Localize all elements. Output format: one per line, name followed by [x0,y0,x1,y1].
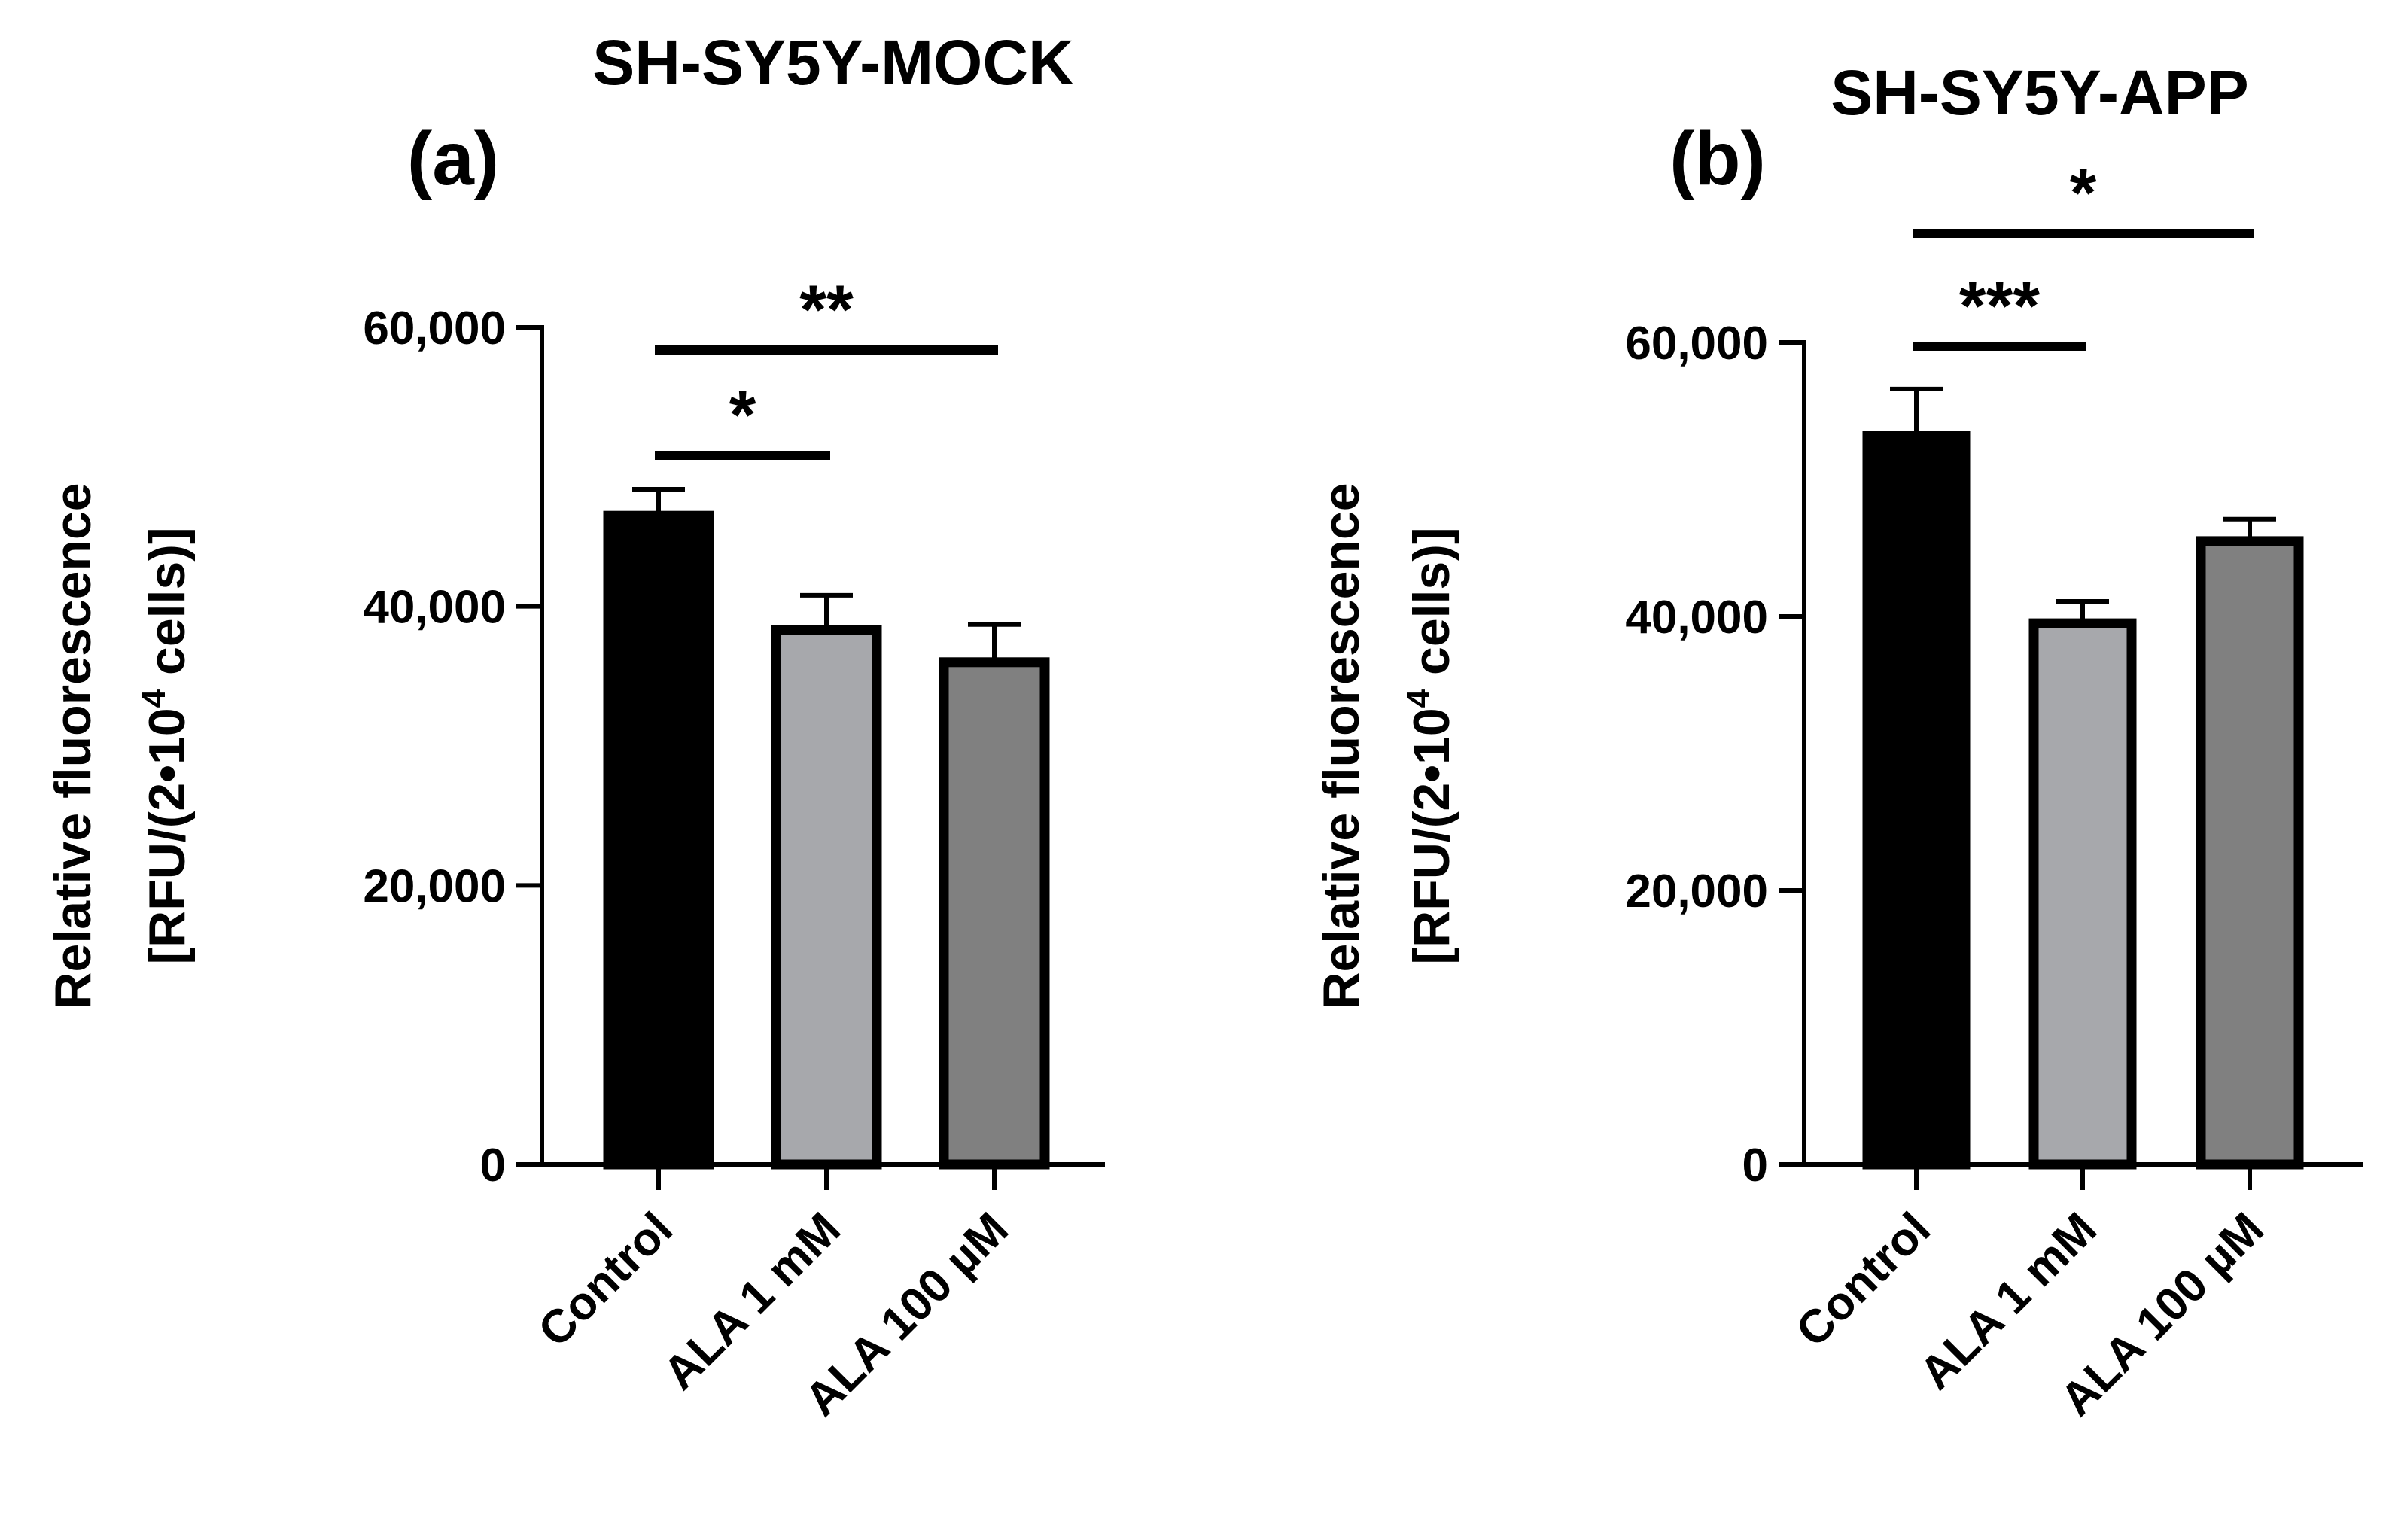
panel-a-category-label: Control [528,1203,683,1357]
panel-b-chart: SH-SY5Y-APP (b) Relative fluorescence [RFU/… [1313,57,2363,1426]
panel-a-title: SH-SY5Y-MOCK [592,27,1073,98]
panel-a-ylabel-prefix: [RFU/(2•10 [138,708,196,964]
panel-b-y-tick-label: 40,000 [1625,592,1768,644]
panel-b-bar [1862,431,1971,1170]
panel-b-y-tick-label: 20,000 [1625,866,1768,918]
panel-a-panel-letter: (a) [407,117,499,201]
panel-b-bar [2028,618,2137,1170]
panel-b-y-tick-label: 60,000 [1625,318,1768,370]
panel-b-category-label: Control [1786,1203,1940,1357]
panel-a-y-tick-label: 20,000 [363,860,506,912]
panel-a-ylabel-line2: [RFU/(2•104 cells)] [135,527,196,964]
panel-a-bar [603,510,714,1170]
panel-b-ylabel-line2: [RFU/(2•104 cells)] [1400,527,1460,964]
panel-a-y-tick-label: 0 [480,1140,506,1192]
panel-b-significance-label: *** [1959,268,2041,345]
panel-b-y-tick-label: 0 [1742,1140,1768,1192]
panel-a-ylabel-line1: Relative fluorescence [44,482,102,1009]
panel-a-y-tick-label: 40,000 [363,582,506,634]
panel-b-ylabel-prefix: [RFU/(2•10 [1403,708,1460,964]
panel-b-significance-label: * [2070,155,2097,232]
panel-a-y-tick-label: 60,000 [363,303,506,355]
panel-b-ylabel-line1: Relative fluorescence [1313,482,1370,1009]
panel-b-bar [2196,536,2304,1170]
panel-a-ylabel-superscript: 4 [135,689,172,708]
panel-b-title: SH-SY5Y-APP [1831,57,2249,128]
panel-b-ylabel-suffix: cells)] [1403,527,1460,689]
panel-a-chart: SH-SY5Y-MOCK (a) Relative fluorescence [RFU… [44,27,1105,1426]
panel-a-bar [939,657,1050,1170]
panel-a-bar [771,625,882,1170]
panel-a-ylabel-suffix: cells)] [138,527,196,689]
panel-b-ylabel-superscript: 4 [1400,689,1437,708]
panel-a-significance-label: * [729,377,756,454]
panel-a-significance-label: ** [799,272,854,348]
panel-b-panel-letter: (b) [1669,117,1766,201]
